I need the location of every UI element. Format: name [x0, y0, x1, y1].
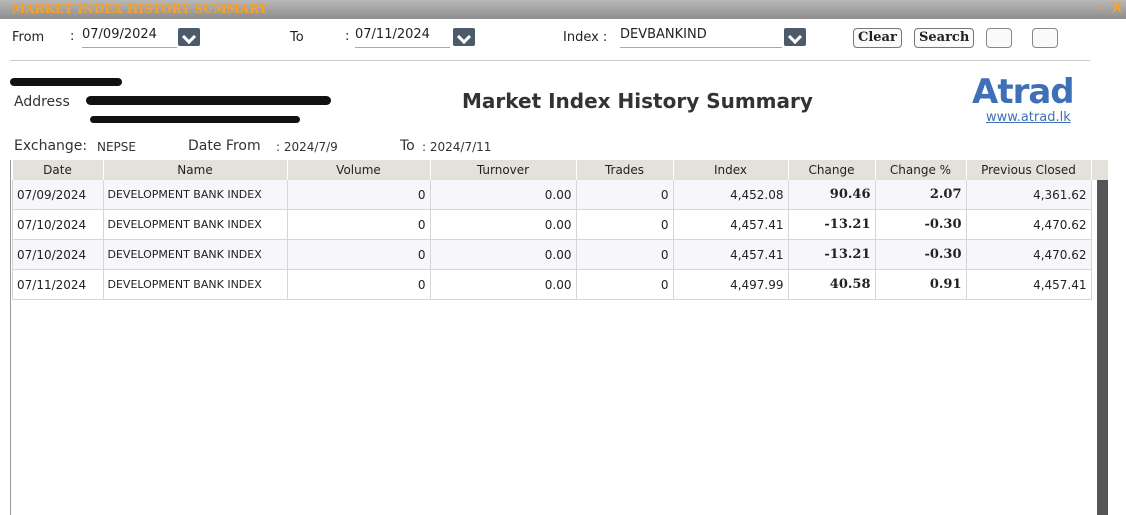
minimize[interactable]: - — [1097, 1, 1103, 16]
separator — [10, 60, 1090, 61]
cell: 0 — [575, 269, 674, 300]
cell: 0 — [286, 180, 431, 210]
from-label: From — [12, 30, 45, 45]
logo: Atrad — [972, 72, 1075, 112]
search-button[interactable]: Search — [914, 28, 975, 48]
title-bar: MARKET INDEX HISTORY SUMMARY - X — [0, 0, 1126, 19]
cell: 4,470.62 — [965, 209, 1092, 240]
cell: 90.46 — [787, 180, 876, 210]
cell: 07/09/2024 — [12, 180, 104, 210]
cell: 0 — [286, 209, 431, 240]
column-header: Volume — [287, 160, 431, 180]
cell: -13.21 — [787, 209, 876, 240]
from-dropdown[interactable] — [178, 28, 200, 46]
to-dropdown[interactable] — [453, 28, 475, 46]
save-button[interactable] — [1032, 28, 1058, 48]
column-header: Date — [12, 160, 104, 180]
cell: 4,452.08 — [672, 180, 789, 210]
history-table: Date Name Volume Turnover Trades Index Change C… — [12, 160, 1092, 300]
column-header: Change — [788, 160, 876, 180]
cell: 4,457.41 — [672, 209, 789, 240]
date-from-label: Date From — [188, 138, 261, 154]
to-input[interactable]: 07/11/2024 — [355, 27, 450, 48]
cell: DEVELOPMENT BANK INDEX — [102, 209, 288, 240]
window-title: MARKET INDEX HISTORY SUMMARY — [12, 2, 268, 16]
cell: 07/11/2024 — [12, 269, 104, 300]
cell: 4,470.62 — [965, 239, 1092, 270]
index-input[interactable]: DEVBANKIND — [620, 27, 782, 48]
cell: 0.00 — [429, 269, 577, 300]
cell: 0 — [575, 209, 674, 240]
cell: -0.30 — [874, 209, 967, 240]
left-border — [10, 160, 11, 515]
index-dropdown[interactable] — [784, 28, 806, 46]
cell: DEVELOPMENT BANK INDEX — [102, 239, 288, 270]
cell: 0.00 — [429, 239, 577, 270]
table-row: 07/10/2024 DEVELOPMENT BANK INDEX 0 0.00 0 4,… — [12, 209, 1092, 240]
column-header: Previous Closed — [966, 160, 1092, 180]
report-title: Market Index History Summary — [462, 89, 813, 113]
column-header: Turnover — [430, 160, 577, 180]
redacted-address — [86, 96, 331, 105]
cell: 07/10/2024 — [12, 239, 104, 270]
exchange-label: Exchange: — [14, 138, 88, 154]
from-input[interactable]: 07/09/2024 — [82, 27, 177, 48]
cell: 0.91 — [874, 269, 967, 300]
cell: 4,457.41 — [965, 269, 1092, 300]
cell: 0 — [575, 239, 674, 270]
print-button[interactable] — [986, 28, 1012, 48]
cell: 4,457.41 — [672, 239, 789, 270]
cell: 0.00 — [429, 180, 577, 210]
cell: 0.00 — [429, 209, 577, 240]
cell: 07/10/2024 — [12, 209, 104, 240]
table-row: 07/09/2024 DEVELOPMENT BANK INDEX 0 0.00 0 4,… — [12, 180, 1092, 210]
clear-button[interactable]: Clear — [853, 28, 902, 48]
filter-bar: From : 07/09/2024 To : 07/11/2024 Index … — [0, 19, 1126, 59]
cell: -13.21 — [787, 239, 876, 270]
cell: 4,497.99 — [672, 269, 789, 300]
table-row: 07/10/2024 DEVELOPMENT BANK INDEX 0 0.00 0 4,… — [12, 239, 1092, 270]
to-label: To — [290, 30, 304, 45]
exchange: NEPSE — [97, 140, 136, 154]
scrollbar[interactable] — [1097, 180, 1108, 515]
cell: 0 — [575, 180, 674, 210]
column-header: Index — [673, 160, 789, 180]
to-sep: : — [345, 29, 350, 44]
to-date: : 2024/7/11 — [422, 140, 492, 154]
cell: 2.07 — [874, 180, 967, 210]
index-label: Index : — [563, 30, 608, 45]
column-header: Change % — [875, 160, 967, 180]
redacted-name — [10, 78, 122, 86]
column-header: Trades — [576, 160, 674, 180]
cell: 0 — [286, 239, 431, 270]
cell: 0 — [286, 269, 431, 300]
from-value: 07/09/2024 — [82, 27, 157, 42]
cell: 40.58 — [787, 269, 876, 300]
header-row: Date Name Volume Turnover Trades Index Change C… — [12, 160, 1092, 180]
to-value: 07/11/2024 — [355, 27, 430, 42]
website-link[interactable]: www.atrad.lk — [986, 110, 1071, 125]
redacted-address-2 — [90, 116, 300, 123]
cell: DEVELOPMENT BANK INDEX — [102, 180, 288, 210]
from-sep: : — [70, 29, 75, 44]
index-value: DEVBANKIND — [620, 27, 707, 42]
cell: -0.30 — [874, 239, 967, 270]
cell: DEVELOPMENT BANK INDEX — [102, 269, 288, 300]
cell: 4,361.62 — [965, 180, 1092, 210]
close[interactable]: X — [1112, 1, 1123, 16]
column-header: Name — [103, 160, 288, 180]
date-from: : 2024/7/9 — [276, 140, 338, 154]
table-row: 07/11/2024 DEVELOPMENT BANK INDEX 0 0.00 0 4,… — [12, 269, 1092, 300]
address-label: Address — [14, 94, 70, 110]
to-label: To — [400, 138, 415, 154]
